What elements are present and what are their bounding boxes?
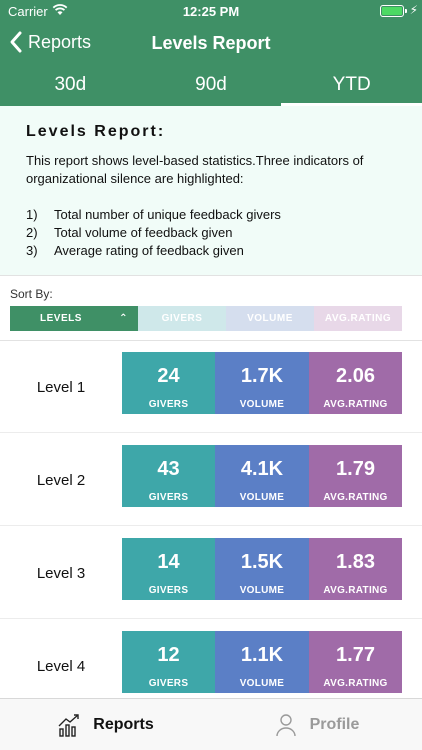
back-label: Reports [28, 31, 92, 52]
level-label: Level 2 [36, 471, 86, 489]
sort-volume-button[interactable]: VOLUME [226, 306, 314, 331]
volume-cell: 1.1K VOLUME [215, 631, 309, 693]
wifi-icon [52, 4, 68, 15]
tab-90d[interactable]: 90d [195, 74, 227, 95]
intro-heading: Levels Report: [26, 123, 166, 140]
givers-cell: 14 GIVERS [122, 538, 215, 600]
stat-cells: 43 GIVERS 4.1K VOLUME 1.79 AVG.RATING [122, 445, 402, 507]
divider [0, 340, 422, 341]
table-row[interactable]: Level 3 14 GIVERS 1.5K VOLUME 1.83 AVG.RATI… [0, 527, 422, 619]
table-row[interactable]: Level 1 24 GIVERS 1.7K VOLUME 2.06 AVG.RATI… [0, 341, 422, 433]
tab-ytd[interactable]: YTD [281, 66, 422, 106]
nav-bar: Reports Levels Report [0, 22, 422, 66]
stat-cells: 12 GIVERS 1.1K VOLUME 1.77 AVG.RATING [122, 631, 402, 693]
table-row[interactable]: Level 4 12 GIVERS 1.1K VOLUME 1.77 AVG.RATI… [0, 620, 422, 712]
level-label: Level 4 [36, 657, 86, 675]
rating-cell: 1.79 AVG.RATING [309, 445, 402, 507]
charging-icon: ⚡ [409, 3, 418, 17]
list-item: 2) Total volume of feedback given [26, 225, 233, 240]
indicator-list: 1) Total number of unique feedback givers… [26, 206, 396, 260]
battery-icon [380, 5, 404, 17]
status-bar: Carrier 12:25 PM ⚡ [0, 0, 422, 22]
back-button[interactable]: Reports [8, 30, 91, 54]
period-tabs: 30d 90d YTD [0, 66, 422, 106]
table-row[interactable]: Level 2 43 GIVERS 4.1K VOLUME 1.79 AVG.RATI… [0, 434, 422, 526]
chevron-up-icon: ⌃ [119, 313, 128, 324]
list-item: 1) Total number of unique feedback givers [26, 207, 281, 222]
report-intro: Levels Report: This report shows level-b… [0, 106, 422, 276]
person-icon [275, 713, 296, 736]
volume-cell: 1.7K VOLUME [215, 352, 309, 414]
tab-profile[interactable]: Profile [211, 699, 422, 750]
givers-cell: 12 GIVERS [122, 631, 215, 693]
volume-cell: 1.5K VOLUME [215, 538, 309, 600]
sort-by-label: Sort By: [10, 287, 53, 301]
sort-rating-button[interactable]: AVG.RATING [314, 306, 402, 331]
chart-icon [58, 713, 79, 737]
givers-cell: 43 GIVERS [122, 445, 215, 507]
sort-givers-button[interactable]: GIVERS [138, 306, 226, 331]
sort-bar: LEVELS ⌃ GIVERS VOLUME AVG.RATING [10, 306, 402, 331]
battery-tip [405, 9, 407, 13]
page-title: Levels Report [151, 33, 271, 53]
rating-cell: 2.06 AVG.RATING [309, 352, 402, 414]
level-label: Level 3 [36, 564, 86, 582]
level-label: Level 1 [36, 378, 86, 396]
carrier-label: Carrier [8, 4, 48, 19]
volume-cell: 4.1K VOLUME [215, 445, 309, 507]
list-item: 3) Average rating of feedback given [26, 243, 244, 258]
chevron-left-icon [10, 31, 22, 53]
sort-levels-button[interactable]: LEVELS ⌃ [10, 306, 138, 331]
status-time: 12:25 PM [182, 4, 240, 19]
tab-reports-label: Reports [93, 715, 154, 733]
rating-cell: 1.83 AVG.RATING [309, 538, 402, 600]
stat-cells: 24 GIVERS 1.7K VOLUME 2.06 AVG.RATING [122, 352, 402, 414]
tab-reports[interactable]: Reports [0, 699, 211, 750]
rating-cell: 1.77 AVG.RATING [309, 631, 402, 693]
tab-profile-label: Profile [309, 715, 360, 733]
tab-bar: Reports Profile [0, 698, 422, 750]
header: Carrier 12:25 PM ⚡ Reports Levels Report… [0, 0, 422, 106]
intro-description: This report shows level-based statistics… [26, 153, 364, 186]
givers-cell: 24 GIVERS [122, 352, 215, 414]
stat-cells: 14 GIVERS 1.5K VOLUME 1.83 AVG.RATING [122, 538, 402, 600]
tab-30d[interactable]: 30d [54, 74, 87, 95]
